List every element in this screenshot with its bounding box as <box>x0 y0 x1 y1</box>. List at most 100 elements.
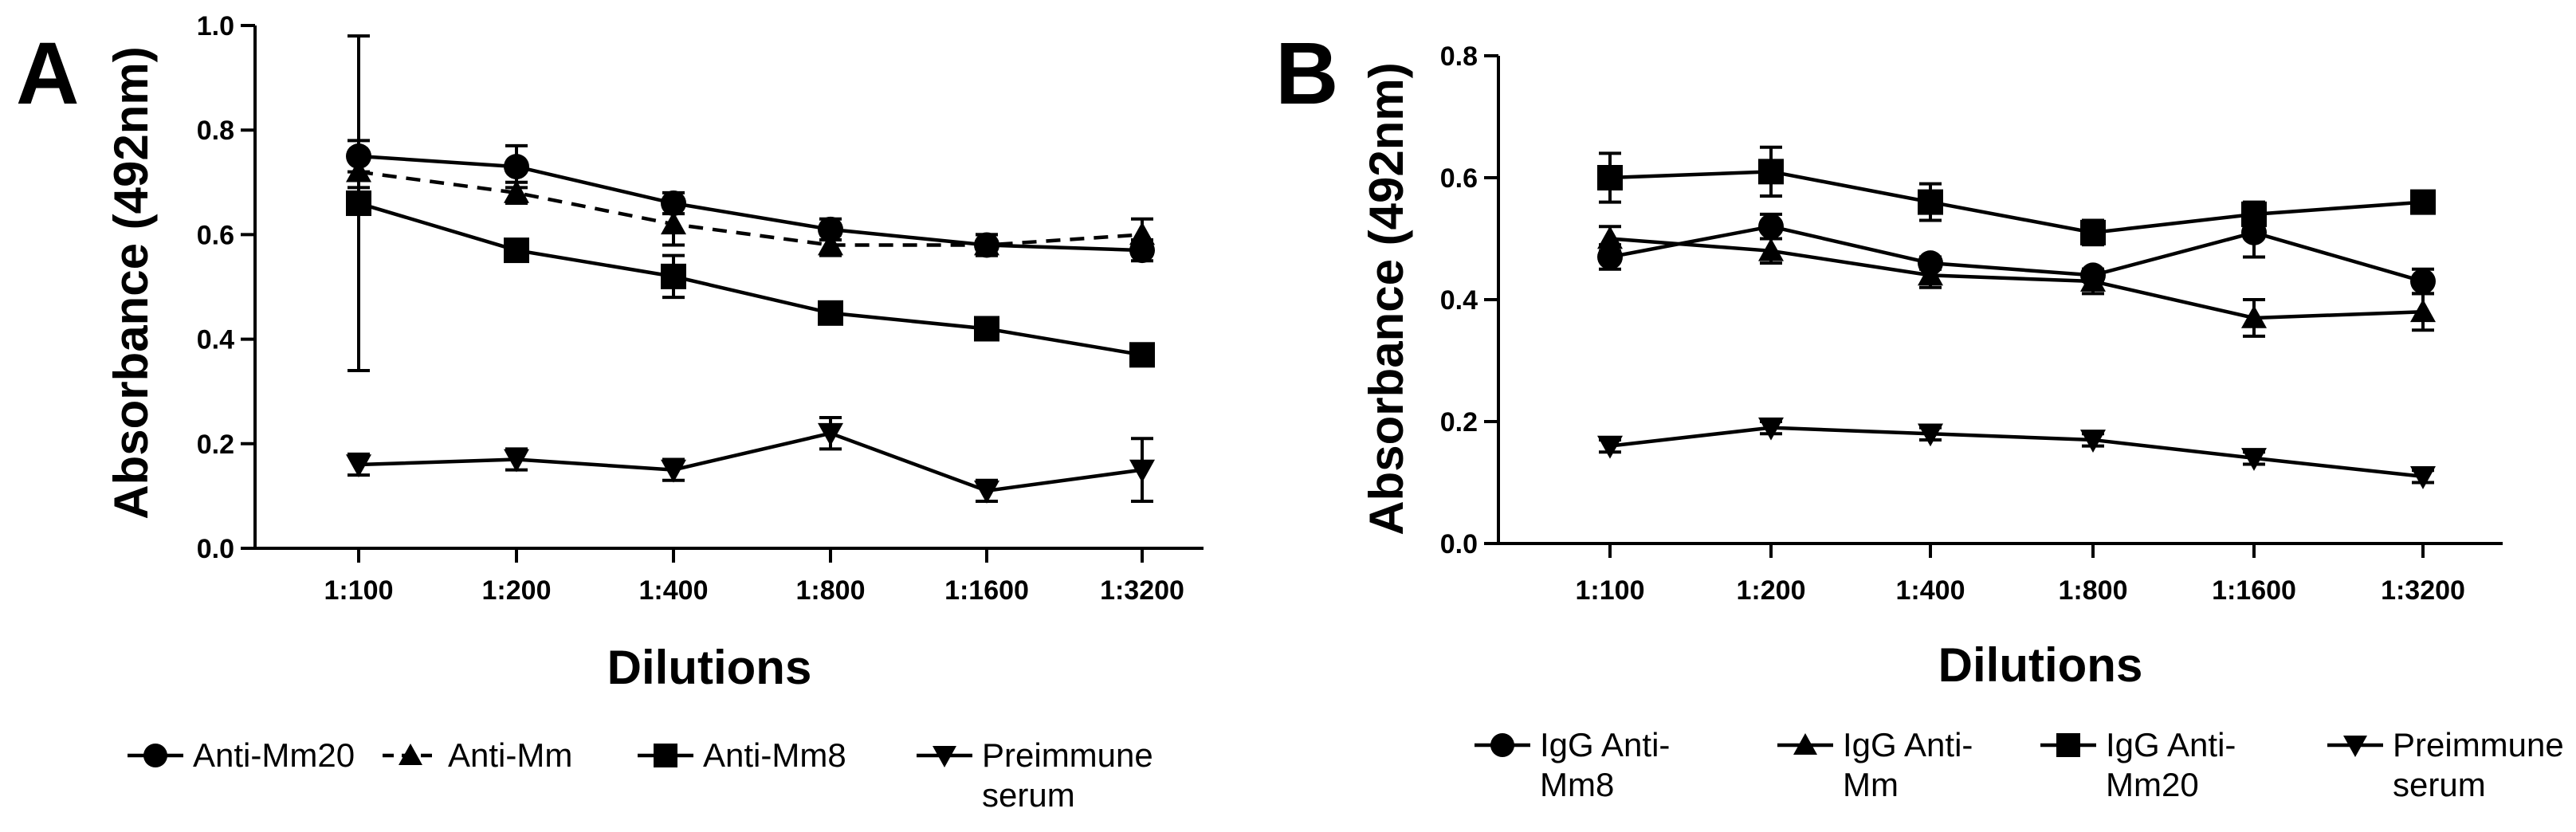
panel-a-y-tick-label: 0.8 <box>197 116 234 146</box>
panel-b-data-point <box>1758 159 1784 185</box>
panel-a-series-1 <box>346 155 1155 257</box>
panel-b-x-tick-label: 1:100 <box>1576 575 1645 606</box>
panel-a-data-point <box>974 232 999 256</box>
panel-b-series-0 <box>1597 206 2436 296</box>
panel-a-x-tick-label: 1:200 <box>482 575 552 606</box>
panel-a-axes: 0.0 0.2 0.4 0.6 0.8 1.0 1:100 1:200 1:400 1:800 1:… <box>197 11 1204 606</box>
panel-a-x-axis-title: Dilutions <box>607 641 812 694</box>
panel-b-legend-item-0: IgG Anti-Mm8 <box>1475 726 1670 803</box>
panel-a-legend-label: Anti-Mm8 <box>703 736 846 774</box>
panel-a-x-tick-label: 1:1600 <box>944 575 1029 606</box>
panel-a-data-point <box>504 449 529 473</box>
panel-a-series-3 <box>346 416 1155 504</box>
panel-b-data-point <box>2080 219 2106 245</box>
panel-b-legend-label: IgG Anti-Mm20 <box>2106 726 2236 803</box>
panel-b-legend-label: IgG Anti-Mm8 <box>1540 726 1670 803</box>
panel-a-data-point <box>974 481 999 504</box>
panel-b-legend-marker <box>1490 733 1514 757</box>
panel-b-legend-item-2: IgG Anti-Mm20 <box>2040 726 2236 803</box>
panel-a: A Absorbance (492nm) Dilutions 0.0 0.2 0.4… <box>16 11 1204 814</box>
panel-b-data-point <box>2241 304 2267 328</box>
panel-a-data-point <box>1129 459 1155 483</box>
panel-a-data-point <box>504 179 529 203</box>
panel-a-series-layer <box>346 34 1155 504</box>
panel-b-series-1 <box>1597 225 2436 338</box>
panel-a-legend-marker <box>399 744 422 765</box>
panel-b-y-tick-label: 0.0 <box>1440 529 1478 559</box>
panel-b-x-tick-label: 1:200 <box>1737 575 1806 606</box>
panel-a-data-point <box>504 237 529 264</box>
panel-a-series-0 <box>346 139 1155 264</box>
panel-b-data-point <box>1597 165 1623 190</box>
panel-b-legend: IgG Anti-Mm8 IgG Anti-Mm IgG Anti-Mm20 Prei… <box>1475 726 2564 803</box>
panel-a-data-point <box>974 316 999 342</box>
panel-a-x-tick-label: 1:3200 <box>1100 575 1184 606</box>
panel-a-y-tick-label: 0.6 <box>197 220 234 250</box>
panel-a-data-point <box>818 300 843 326</box>
panel-b-series-2 <box>1597 145 2436 247</box>
panel-b-legend-marker <box>2056 733 2080 757</box>
panel-b-data-point <box>1758 417 1784 441</box>
panel-a-series-line <box>358 431 1143 493</box>
panel-a-label: A <box>16 25 79 123</box>
panel-b-data-point <box>1597 435 1623 459</box>
panel-a-legend-marker <box>654 744 677 767</box>
panel-b-series-layer <box>1597 145 2436 489</box>
panel-b-data-point <box>2410 269 2436 295</box>
panel-b-data-point <box>2080 430 2106 453</box>
panel-b-data-point <box>1918 262 1943 286</box>
panel-a-series-line <box>358 170 1143 247</box>
panel-a-series-2 <box>346 34 1155 372</box>
panel-b-x-tick-label: 1:1600 <box>2212 575 2296 606</box>
panel-b-axes: 0.0 0.2 0.4 0.6 0.8 1:100 1:200 1:400 1:800 1:160… <box>1440 41 2503 606</box>
panel-b-legend-label: IgG Anti-Mm <box>1843 726 1973 803</box>
panel-b-series-line <box>1609 224 2424 284</box>
panel-b-data-point <box>2410 299 2436 323</box>
panel-b-data-point <box>2410 466 2436 489</box>
panel-b-data-point <box>2410 189 2436 215</box>
panel-a-legend: Anti-Mm20 Anti-Mm Anti-Mm8 Preimmune serum <box>128 736 1153 814</box>
panel-a-legend-item-2: Anti-Mm8 <box>638 736 846 774</box>
panel-b-y-tick-label: 0.4 <box>1440 285 1478 316</box>
panel-b-legend-item-3: Preimmune serum <box>2327 726 2564 803</box>
panel-b-legend-marker <box>1793 733 1817 755</box>
panel-a-data-point <box>818 422 843 446</box>
panel-b-y-tick-label: 0.8 <box>1440 41 1478 72</box>
panel-a-y-tick-label: 0.4 <box>197 325 234 355</box>
panel-b-data-point <box>2241 448 2267 471</box>
panel-b-data-point <box>2241 201 2267 227</box>
panel-a-y-tick-label: 1.0 <box>197 11 234 41</box>
panel-a-x-tick-label: 1:100 <box>324 575 394 606</box>
panel-b: B Absorbance (492nm) Dilutions 0.0 0.2 0.4… <box>1275 25 2564 803</box>
panel-a-series-line <box>358 154 1143 253</box>
panel-a-y-axis-title: Absorbance (492nm) <box>104 46 158 520</box>
panel-a-data-point <box>346 190 371 217</box>
panel-b-y-tick-label: 0.2 <box>1440 407 1478 438</box>
panel-b-x-axis-title: Dilutions <box>1938 638 2143 692</box>
panel-a-legend-label: Preimmune serum <box>982 736 1153 814</box>
panel-b-y-tick-label: 0.6 <box>1440 163 1478 194</box>
panel-a-legend-item-1: Anti-Mm <box>383 736 572 774</box>
panel-b-series-3 <box>1597 417 2436 489</box>
panel-b-label: B <box>1275 25 1338 123</box>
panel-b-data-point <box>1918 423 1943 447</box>
panel-a-data-point <box>1129 222 1155 245</box>
panel-a-legend-item-3: Preimmune serum <box>917 736 1153 814</box>
panel-a-data-point <box>1129 342 1155 368</box>
panel-a-x-tick-label: 1:400 <box>639 575 709 606</box>
panel-b-data-point <box>1597 226 1623 249</box>
panel-b-x-tick-label: 1:400 <box>1896 575 1965 606</box>
panel-a-data-point <box>661 459 686 483</box>
panel-b-data-point <box>1758 214 1784 240</box>
panel-a-data-point <box>504 154 529 180</box>
panel-a-legend-label: Anti-Mm <box>448 736 572 774</box>
panel-a-legend-marker <box>933 746 956 767</box>
panel-a-series-line <box>358 201 1143 357</box>
panel-a-legend-label: Anti-Mm20 <box>193 736 355 774</box>
panel-a-data-point <box>661 263 686 289</box>
panel-b-series-line <box>1609 426 2424 479</box>
panel-b-data-point <box>1758 237 1784 261</box>
panel-b-data-point <box>2080 269 2106 292</box>
panel-b-legend-item-1: IgG Anti-Mm <box>1777 726 1973 803</box>
